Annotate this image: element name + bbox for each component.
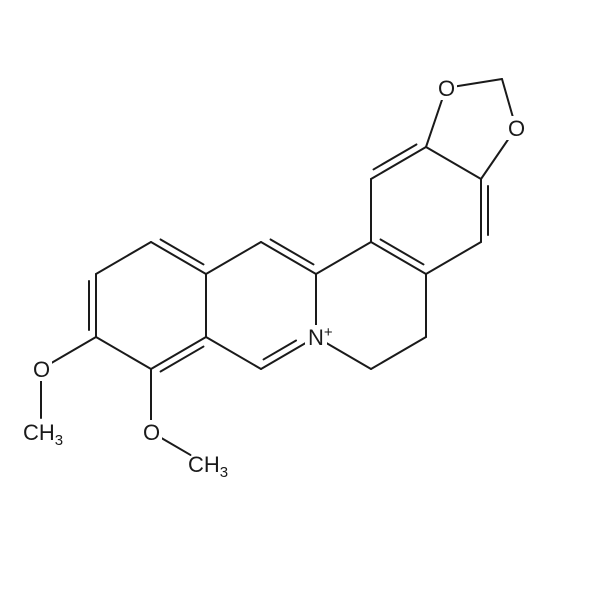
atom-label-O2: O [438, 76, 455, 101]
atom-label-O3: O [508, 116, 525, 141]
atom-label-CH3b: CH3 [23, 420, 63, 449]
molecule-diagram: N+ O O O O CH3 CH3 [0, 0, 600, 600]
atom-label-CH3a: CH3 [188, 452, 228, 481]
atom-label-O9: O [143, 420, 160, 445]
atom-label-N: N+ [308, 324, 333, 350]
atom-label-O10: O [33, 357, 50, 382]
